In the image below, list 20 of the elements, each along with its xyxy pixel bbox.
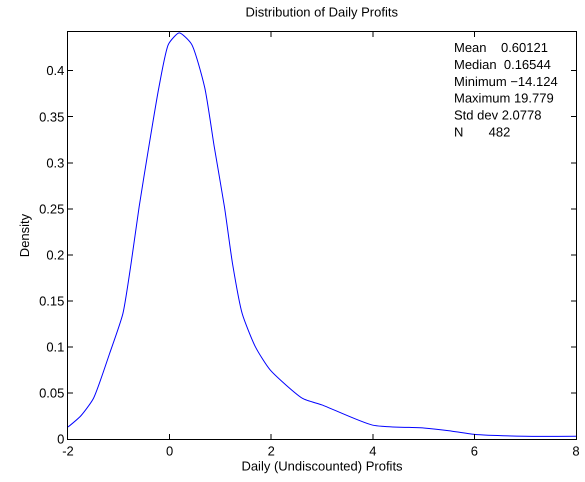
annotation: Mean 0.60121 Median 0.16544 Minimum −14.124 Maximum 19.779 Std dev 2.0778 N 482 <box>454 40 558 140</box>
y-tick-label: 0.25 <box>39 201 64 216</box>
x-tick-label: 2 <box>268 444 275 459</box>
x-tick-label: 6 <box>470 444 478 459</box>
y-tick-label: 0.15 <box>39 293 64 308</box>
y-tick-label: 0.2 <box>46 247 64 262</box>
y-tick-label: 0.35 <box>39 109 64 124</box>
y-tick-label: 0.3 <box>46 155 64 170</box>
x-tick-label: 0 <box>166 444 174 459</box>
y-tick-label: 0.1 <box>46 339 64 354</box>
x-tick-label: -2 <box>62 444 74 459</box>
x-axis-title: Daily (Undiscounted) Profits <box>241 458 404 474</box>
y-tick-label: 0 <box>57 432 64 447</box>
y-axis-title: Density <box>17 213 32 258</box>
x-tick-label: 8 <box>572 444 580 459</box>
chart-title: Distribution of Daily Profits <box>246 4 398 20</box>
line-series <box>68 32 576 437</box>
y-tick-label: 0.05 <box>39 386 64 401</box>
y-tick-label: 0.4 <box>46 63 64 78</box>
x-tick-label: 4 <box>369 444 376 459</box>
